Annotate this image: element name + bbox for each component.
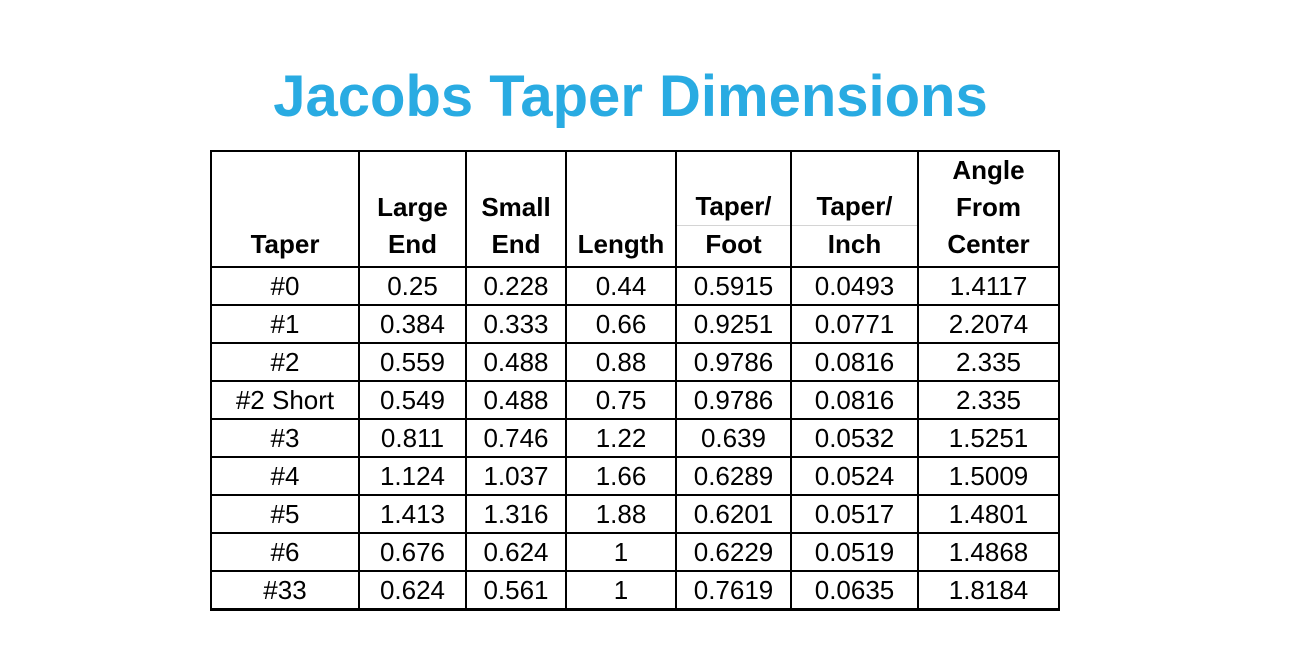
table-row: #5 1.413 1.316 1.88 0.6201 0.0517 1.4801 — [210, 494, 1060, 534]
table-row: #4 1.124 1.037 1.66 0.6289 0.0524 1.5009 — [210, 456, 1060, 496]
cell-angle-from-center: 1.4868 — [917, 532, 1060, 572]
cell-large-end: 0.549 — [358, 380, 467, 420]
cell-large-end: 0.559 — [358, 342, 467, 382]
table-row: #2 0.559 0.488 0.88 0.9786 0.0816 2.335 — [210, 342, 1060, 382]
table-row: #6 0.676 0.624 1 0.6229 0.0519 1.4868 — [210, 532, 1060, 572]
cell-taper-per-inch: 0.0816 — [790, 342, 919, 382]
cell-angle-from-center: 1.8184 — [917, 570, 1060, 611]
cell-length: 0.66 — [565, 304, 677, 344]
cell-length: 1 — [565, 570, 677, 611]
cell-angle-from-center: 2.2074 — [917, 304, 1060, 344]
cell-angle-from-center: 2.335 — [917, 380, 1060, 420]
table-row: #1 0.384 0.333 0.66 0.9251 0.0771 2.2074 — [210, 304, 1060, 344]
column-header-line: End — [491, 229, 541, 259]
cell-large-end: 0.25 — [358, 266, 467, 306]
column-header-taper: Taper — [210, 150, 360, 268]
cell-large-end: 1.413 — [358, 494, 467, 534]
cell-taper-per-foot: 0.9786 — [675, 380, 792, 420]
column-header-line: Taper — [250, 229, 320, 259]
column-header-taper-per-inch: Taper/Inch — [790, 150, 919, 268]
cell-taper: #2 Short — [210, 380, 360, 420]
cell-taper-per-inch: 0.0524 — [790, 456, 919, 496]
cell-length: 0.88 — [565, 342, 677, 382]
cell-small-end: 0.333 — [465, 304, 567, 344]
cell-large-end: 1.124 — [358, 456, 467, 496]
cell-small-end: 0.624 — [465, 532, 567, 572]
cell-large-end: 0.624 — [358, 570, 467, 611]
cell-taper-per-inch: 0.0816 — [790, 380, 919, 420]
cell-length: 1.88 — [565, 494, 677, 534]
cell-angle-from-center: 1.5251 — [917, 418, 1060, 458]
cell-taper-per-foot: 0.639 — [675, 418, 792, 458]
cell-angle-from-center: 1.4117 — [917, 266, 1060, 306]
jacobs-taper-table: Taper Large End Small End Length Taper/Foot Tap… — [210, 150, 1060, 611]
cell-length: 0.75 — [565, 380, 677, 420]
column-header-length: Length — [565, 150, 677, 268]
cell-taper-per-foot: 0.9251 — [675, 304, 792, 344]
cell-taper-per-foot: 0.6289 — [675, 456, 792, 496]
cell-length: 0.44 — [565, 266, 677, 306]
cell-taper: #1 — [210, 304, 360, 344]
column-header-line: End — [387, 229, 438, 259]
cell-large-end: 0.811 — [358, 418, 467, 458]
cell-small-end: 0.488 — [465, 342, 567, 382]
column-header-line: Length — [577, 229, 665, 259]
cell-angle-from-center: 2.335 — [917, 342, 1060, 382]
table-head: Taper Large End Small End Length Taper/Foot Tap… — [210, 150, 1060, 268]
cell-taper-per-foot: 0.5915 — [675, 266, 792, 306]
page-title: Jacobs Taper Dimensions — [273, 63, 988, 129]
cell-taper: #0 — [210, 266, 360, 306]
cell-small-end: 0.746 — [465, 418, 567, 458]
cell-taper-per-foot: 0.6229 — [675, 532, 792, 572]
cell-large-end: 0.676 — [358, 532, 467, 572]
cell-taper-per-inch: 0.0635 — [790, 570, 919, 611]
cell-length: 1.22 — [565, 418, 677, 458]
cell-taper: #4 — [210, 456, 360, 496]
column-header-line: Taper/ — [792, 188, 917, 226]
cell-taper-per-inch: 0.0517 — [790, 494, 919, 534]
column-header-line: Center — [947, 229, 1030, 259]
column-header-line: From — [956, 192, 1021, 222]
column-header-line: Angle — [952, 155, 1025, 185]
cell-small-end: 0.228 — [465, 266, 567, 306]
cell-small-end: 0.561 — [465, 570, 567, 611]
cell-taper: #6 — [210, 532, 360, 572]
cell-taper-per-inch: 0.0519 — [790, 532, 919, 572]
table-row: #0 0.25 0.228 0.44 0.5915 0.0493 1.4117 — [210, 266, 1060, 306]
cell-small-end: 0.488 — [465, 380, 567, 420]
cell-taper-per-foot: 0.6201 — [675, 494, 792, 534]
column-header-line: Small — [481, 192, 551, 222]
cell-taper-per-inch: 0.0493 — [790, 266, 919, 306]
column-header-small-end: Small End — [465, 150, 567, 268]
column-header-line: Inch — [827, 229, 882, 259]
column-header-large-end: Large End — [358, 150, 467, 268]
cell-taper: #33 — [210, 570, 360, 611]
cell-small-end: 1.037 — [465, 456, 567, 496]
column-header-line: Large — [377, 192, 448, 222]
table-row: #33 0.624 0.561 1 0.7619 0.0635 1.8184 — [210, 570, 1060, 611]
cell-taper-per-inch: 0.0532 — [790, 418, 919, 458]
cell-taper-per-inch: 0.0771 — [790, 304, 919, 344]
cell-large-end: 0.384 — [358, 304, 467, 344]
cell-small-end: 1.316 — [465, 494, 567, 534]
cell-length: 1 — [565, 532, 677, 572]
table-row: #3 0.811 0.746 1.22 0.639 0.0532 1.5251 — [210, 418, 1060, 458]
table-body: #0 0.25 0.228 0.44 0.5915 0.0493 1.4117 #1 0.384… — [210, 266, 1060, 611]
cell-taper: #5 — [210, 494, 360, 534]
cell-taper: #3 — [210, 418, 360, 458]
column-header-taper-per-foot: Taper/Foot — [675, 150, 792, 268]
cell-angle-from-center: 1.5009 — [917, 456, 1060, 496]
table-row: #2 Short 0.549 0.488 0.75 0.9786 0.0816 2.335 — [210, 380, 1060, 420]
cell-taper-per-foot: 0.9786 — [675, 342, 792, 382]
cell-angle-from-center: 1.4801 — [917, 494, 1060, 534]
header-row: Taper Large End Small End Length Taper/Foot Tap… — [210, 150, 1060, 268]
column-header-angle-from-center: Angle From Center — [917, 150, 1060, 268]
column-header-line: Taper/ — [677, 188, 790, 226]
column-header-line: Foot — [705, 229, 762, 259]
cell-length: 1.66 — [565, 456, 677, 496]
cell-taper-per-foot: 0.7619 — [675, 570, 792, 611]
cell-taper: #2 — [210, 342, 360, 382]
